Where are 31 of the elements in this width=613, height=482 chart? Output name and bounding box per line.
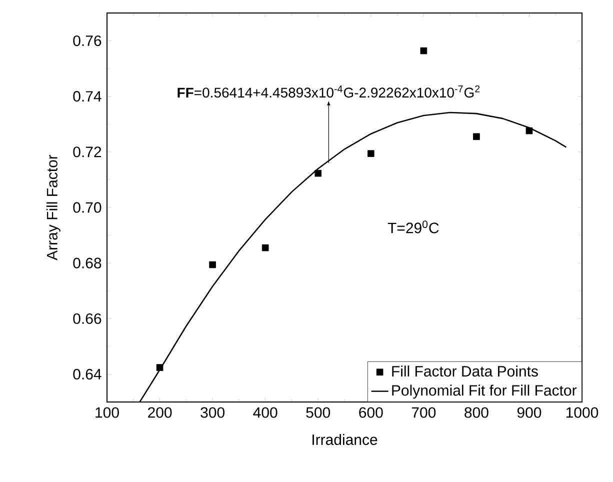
point <box>262 244 269 252</box>
x-tick-label: 700 <box>412 407 436 418</box>
y-tick-label: 0.76 <box>73 35 102 46</box>
x-tick-label: 300 <box>200 407 224 418</box>
y-tick-label: 0.66 <box>73 313 102 324</box>
x-axis-title: Irradiance <box>312 434 378 446</box>
x-tick-label: 200 <box>148 407 172 418</box>
x-tick-label: 500 <box>306 407 330 418</box>
point <box>473 133 480 140</box>
x-tick-label: 600 <box>359 407 383 418</box>
point <box>420 47 428 54</box>
y-tick-label: 0.68 <box>73 258 102 268</box>
point <box>526 127 533 134</box>
point <box>367 150 374 157</box>
y-tick-label: 0.74 <box>73 91 102 102</box>
x-tick-label: 900 <box>517 407 542 418</box>
y-tick-label: 0.70 <box>73 202 102 213</box>
point <box>314 170 322 177</box>
point <box>156 364 164 371</box>
x-tick-label: 800 <box>464 407 488 418</box>
x-tick-label: 400 <box>253 407 278 418</box>
x-tick-label: 1000 <box>566 407 598 418</box>
x-tick-label: 100 <box>96 407 119 418</box>
legend-label: Fill Factor Data Points <box>392 366 538 377</box>
point <box>209 261 216 268</box>
annotation: T=29$^{0}$C <box>388 220 439 234</box>
y-tick-label: 0.72 <box>73 146 102 158</box>
y-axis-title: Array Fill Factor <box>46 154 60 260</box>
text: Polynomial Fit for Fill Factor <box>392 384 577 399</box>
annotation: FF=0.56414+4.45893x10$^{-4}$G-2.92262x10x10$^{-7}$G$^{2}$ <box>178 85 480 98</box>
y-tick-label: 0.64 <box>73 368 102 380</box>
